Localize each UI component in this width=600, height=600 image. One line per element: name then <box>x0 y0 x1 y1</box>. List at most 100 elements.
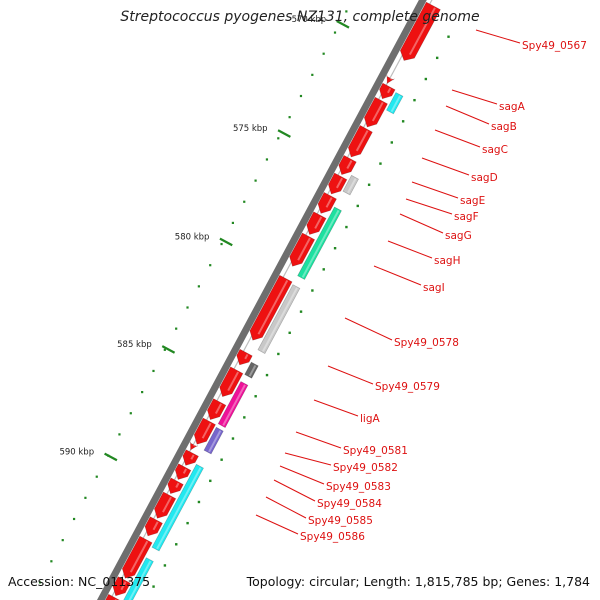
backbone-line <box>96 0 427 600</box>
scale-tick <box>345 10 348 13</box>
gene-feature-shade <box>325 197 333 208</box>
scale-tick <box>38 581 42 584</box>
gene-feature <box>217 381 249 429</box>
gene-feature-shade <box>182 468 187 474</box>
topology-text: Topology: circular; Length: 1,815,785 bp… <box>246 574 590 589</box>
ring-tick <box>186 521 189 525</box>
ring-tick <box>356 204 359 208</box>
gene-feature <box>317 191 337 214</box>
gene-feature <box>289 232 316 267</box>
scale-tick <box>333 31 337 34</box>
gene-feature <box>189 440 199 451</box>
gene-feature <box>328 172 348 195</box>
ring-tick <box>367 183 371 186</box>
gene-feature-shade <box>162 496 172 513</box>
gene-labels: Spy49_0567 sagA sagB sagC sagD sagE sagF sagG sa… <box>300 40 587 543</box>
major-tick <box>277 129 291 138</box>
gene-label: sagI <box>423 282 445 294</box>
scale-tick <box>95 475 98 478</box>
label-leader <box>284 452 332 466</box>
ring-tick <box>424 77 428 81</box>
scale-tick <box>265 158 269 161</box>
gene-feature-shade <box>152 521 159 531</box>
scale-tick <box>50 560 53 563</box>
ring-tick <box>277 352 280 356</box>
gene-features <box>105 1 441 600</box>
label-leader <box>451 89 498 105</box>
gene-label: Spy49_0578 <box>394 337 459 349</box>
gene-feature-shade <box>355 130 369 152</box>
major-tick <box>104 452 118 462</box>
scale-tick <box>322 52 325 55</box>
gene-feature <box>182 449 199 466</box>
gene-feature <box>219 366 244 397</box>
gene-label: sagA <box>499 101 526 113</box>
gene-feature <box>342 174 359 196</box>
gene-feature-shade <box>175 482 180 488</box>
gene-feature <box>347 124 373 158</box>
major-tick <box>219 237 233 247</box>
gene-feature <box>363 96 388 128</box>
ring-tick <box>254 395 257 398</box>
scale-tick <box>209 264 212 267</box>
ring-tick <box>243 416 246 419</box>
scale-tick <box>61 539 64 542</box>
scale-tick <box>231 221 235 225</box>
major-tick <box>161 345 176 354</box>
scale-tick <box>277 137 280 140</box>
gene-feature <box>123 557 154 600</box>
gene-label: Spy49_0581 <box>343 445 408 457</box>
gene-feature-shade <box>262 287 298 352</box>
gene-label: sagD <box>471 172 498 184</box>
gene-label: Spy49_0586 <box>300 531 365 543</box>
ring-tick <box>231 437 235 440</box>
gene-label: Spy49_0567 <box>522 40 587 52</box>
label-leader <box>344 317 393 341</box>
gene-feature-shade <box>314 216 323 229</box>
gene-feature-shade <box>156 467 202 550</box>
ring-tick <box>299 310 303 313</box>
gene-feature-shade <box>346 160 353 169</box>
gene-feature-shade <box>301 209 340 278</box>
scale-label: 585 kbp <box>117 340 152 350</box>
gene-feature-shade <box>129 540 149 573</box>
gene-feature <box>386 92 404 115</box>
label-leader <box>273 479 316 502</box>
ring-tick <box>163 564 167 567</box>
gene-feature <box>257 284 301 355</box>
gene-feature <box>203 426 224 455</box>
label-leader <box>279 465 325 485</box>
gene-feature-shade <box>390 95 401 113</box>
label-leader <box>434 129 481 148</box>
gene-feature <box>399 1 441 61</box>
ring-tick <box>209 479 212 483</box>
gene-feature <box>244 361 259 379</box>
label-leader <box>255 514 299 535</box>
gene-feature-shade <box>248 364 257 377</box>
ring-tick <box>311 289 314 292</box>
scale-tick <box>118 433 121 436</box>
gene-feature-shade <box>409 7 436 56</box>
gene-feature <box>297 206 342 280</box>
label-leader <box>475 29 521 44</box>
gene-label: Spy49_0584 <box>317 498 382 510</box>
gene-feature-shade <box>371 101 384 122</box>
label-leader <box>327 365 374 385</box>
gene-feature-shade <box>389 76 393 80</box>
gene-feature <box>207 398 227 420</box>
scale-tick <box>72 517 76 521</box>
gene-feature <box>154 491 177 519</box>
label-leader <box>399 213 444 234</box>
gene-feature <box>249 274 293 341</box>
scale-tick <box>175 327 178 330</box>
ring-tick <box>390 141 393 144</box>
ring-tick <box>345 225 348 229</box>
gene-feature-shade <box>297 237 311 261</box>
gene-feature-shade <box>120 581 127 591</box>
gene-feature <box>386 74 395 84</box>
scale-tick <box>288 116 291 119</box>
gene-feature <box>151 463 204 552</box>
accession-text: Accession: NC_011375 <box>8 574 151 589</box>
label-leader <box>265 496 307 519</box>
